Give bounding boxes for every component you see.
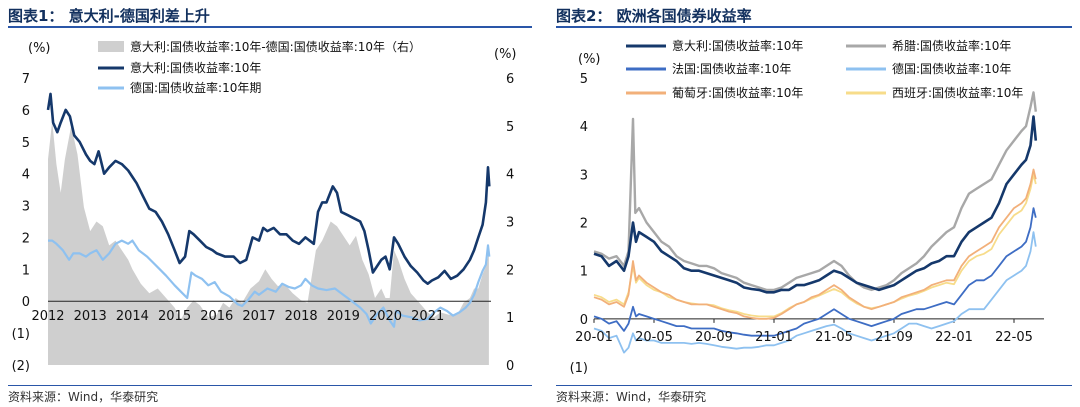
y-tick-label: 2 bbox=[580, 217, 588, 232]
x-tick-label: 2019 bbox=[327, 309, 360, 324]
left-y-tick-label: (1) bbox=[12, 327, 30, 342]
left-y-tick-label: 3 bbox=[22, 200, 30, 215]
x-tick-label: 2012 bbox=[31, 309, 64, 324]
right-y-tick-label: 2 bbox=[506, 263, 514, 278]
spread-area bbox=[48, 121, 489, 365]
left-y-tick-label: 2 bbox=[22, 231, 30, 246]
legend-label: 德国:国债收益率:10年期 bbox=[130, 80, 261, 95]
figure-2-source: 资料来源：Wind，华泰研究 bbox=[556, 390, 707, 404]
right-y-tick-label: 6 bbox=[506, 72, 514, 87]
series-line-0 bbox=[593, 115, 1038, 294]
right-y-tick-label: 1 bbox=[506, 311, 514, 326]
left-y-tick-label: 7 bbox=[22, 72, 30, 87]
legend-label: 西班牙:国债收益率:10年 bbox=[892, 85, 1023, 100]
x-tick-label: 22-01 bbox=[935, 330, 973, 345]
left-y-tick-label: 5 bbox=[22, 136, 30, 151]
legend-label: 意大利:国债收益率:10年 bbox=[130, 60, 261, 75]
legend-label: 希腊:国债收益率:10年 bbox=[892, 38, 1011, 53]
legend-swatch-area bbox=[98, 41, 124, 52]
x-tick-label: 2013 bbox=[74, 309, 107, 324]
right-y-tick-label: 0 bbox=[506, 359, 514, 374]
x-tick-label: 20-01 bbox=[575, 330, 613, 345]
figure-2-bottom-rule bbox=[556, 385, 1072, 386]
y-tick-label: 3 bbox=[580, 168, 588, 183]
right-y-tick-label: 3 bbox=[506, 216, 514, 231]
legend-label: 意大利:国债收益率:10年-德国:国债收益率:10年（右） bbox=[130, 39, 421, 54]
y-tick-label: 5 bbox=[580, 72, 588, 87]
figure-2-chart: 5 4 3 2 1 0 (1) 20-01 20-05 20-09 21-01 21-05 21-09 2… bbox=[570, 38, 1044, 376]
figure-1-source: 资料来源：Wind，华泰研究 bbox=[8, 390, 159, 404]
legend-label: 德国:国债收益率:10年 bbox=[892, 61, 1011, 76]
right-axis-unit: (%) bbox=[494, 47, 517, 62]
series-line-2 bbox=[593, 207, 1037, 337]
y-tick-label: 1 bbox=[580, 265, 588, 280]
left-y-tick-label: 6 bbox=[22, 104, 30, 119]
series-line-1 bbox=[46, 92, 491, 285]
figure-1-panel: 图表1： 意大利-德国利差上升 7 6 5 4 3 2 1 0 (1) (2) 6 5 4 3 2 1 0 201… bbox=[8, 7, 532, 404]
series-line-4 bbox=[593, 168, 1037, 320]
left-axis-unit: (%) bbox=[28, 41, 51, 56]
legend-label: 葡萄牙:国债收益率:10年 bbox=[672, 85, 803, 100]
y-axis-unit: (%) bbox=[578, 52, 601, 67]
x-tick-label: 2017 bbox=[242, 309, 275, 324]
series-line-5 bbox=[593, 173, 1037, 318]
figure-2-title: 图表2： 欧洲各国债券收益率 bbox=[556, 7, 752, 25]
x-tick-label: 22-05 bbox=[995, 330, 1033, 345]
x-tick-label: 21-09 bbox=[875, 330, 913, 345]
figure-2-title-rule bbox=[556, 26, 1072, 28]
figure-1-bottom-rule bbox=[8, 385, 532, 386]
series-line-2 bbox=[48, 239, 491, 328]
y-tick-label: (1) bbox=[570, 361, 588, 376]
x-tick-label: 20-05 bbox=[635, 330, 673, 345]
x-tick-label: 21-01 bbox=[755, 330, 793, 345]
series-line-3 bbox=[593, 231, 1037, 354]
y-tick-label: 4 bbox=[580, 120, 588, 135]
left-y-tick-label: 4 bbox=[22, 168, 30, 183]
x-tick-label: 2020 bbox=[369, 309, 402, 324]
x-tick-label: 2016 bbox=[200, 309, 233, 324]
left-y-tick-label: (2) bbox=[12, 359, 30, 374]
x-tick-label: 2014 bbox=[116, 309, 149, 324]
series-line-1 bbox=[593, 91, 1037, 292]
legend-label: 意大利:国债收益率:10年 bbox=[672, 38, 803, 53]
right-y-tick-label: 5 bbox=[506, 120, 514, 135]
x-tick-label: 2015 bbox=[158, 309, 191, 324]
left-y-tick-label: 0 bbox=[22, 295, 30, 310]
x-tick-label: 21-05 bbox=[815, 330, 853, 345]
right-y-tick-label: 4 bbox=[506, 168, 514, 183]
figure-1-title: 图表1： 意大利-德国利差上升 bbox=[8, 7, 210, 25]
y-tick-label: 0 bbox=[580, 313, 588, 328]
left-y-tick-label: 1 bbox=[22, 263, 30, 278]
x-tick-label: 2021 bbox=[411, 309, 444, 324]
figure-2-panel: 图表2： 欧洲各国债券收益率 5 4 3 2 1 0 (1) 20-01 20-05 20-09 2… bbox=[548, 0, 1080, 407]
legend-label: 法国:国债收益率:10年 bbox=[672, 61, 791, 76]
figure-1-title-rule bbox=[8, 26, 532, 28]
x-tick-label: 2018 bbox=[285, 309, 318, 324]
x-tick-label: 20-09 bbox=[695, 330, 733, 345]
